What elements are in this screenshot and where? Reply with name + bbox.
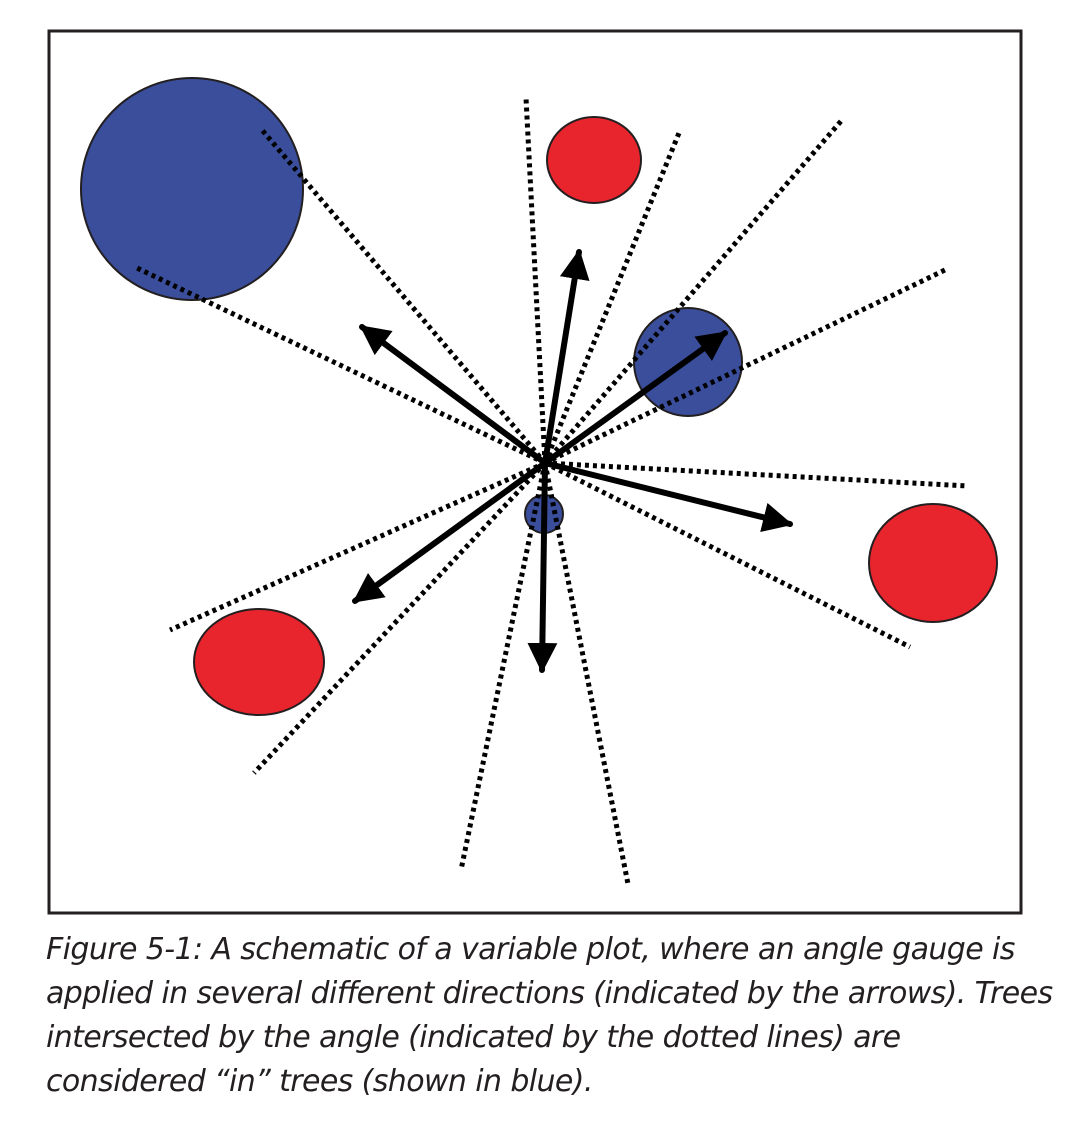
arrow-southwest xyxy=(352,460,548,604)
angle-line-nw-upper xyxy=(260,128,547,465)
angle-line-ne-upper xyxy=(543,118,844,465)
angle-line-s-left xyxy=(458,462,548,871)
angle-line-ne-lower xyxy=(543,267,947,466)
gauge-arrows xyxy=(352,249,793,673)
angle-line-sw-lower xyxy=(252,461,547,775)
plot-center xyxy=(540,458,550,468)
tree-bottom-left xyxy=(193,608,325,716)
arrow-north xyxy=(542,249,590,466)
tree-right xyxy=(868,503,998,623)
angle-line-n-left xyxy=(523,97,548,464)
angle-line-n-right xyxy=(542,132,682,464)
angle-line-e-upper xyxy=(544,460,969,489)
arrow-northeast xyxy=(542,330,728,466)
tree-large-top-left xyxy=(80,77,304,301)
angle-lines xyxy=(135,97,969,885)
arrow-south xyxy=(527,460,558,673)
arrow-northwest xyxy=(359,324,548,466)
arrow-east xyxy=(542,460,793,533)
figure-caption: Figure 5-1: A schematic of a variable pl… xyxy=(46,932,1053,1099)
tree-top-center xyxy=(546,116,642,204)
angle-line-nw-lower xyxy=(135,265,547,466)
